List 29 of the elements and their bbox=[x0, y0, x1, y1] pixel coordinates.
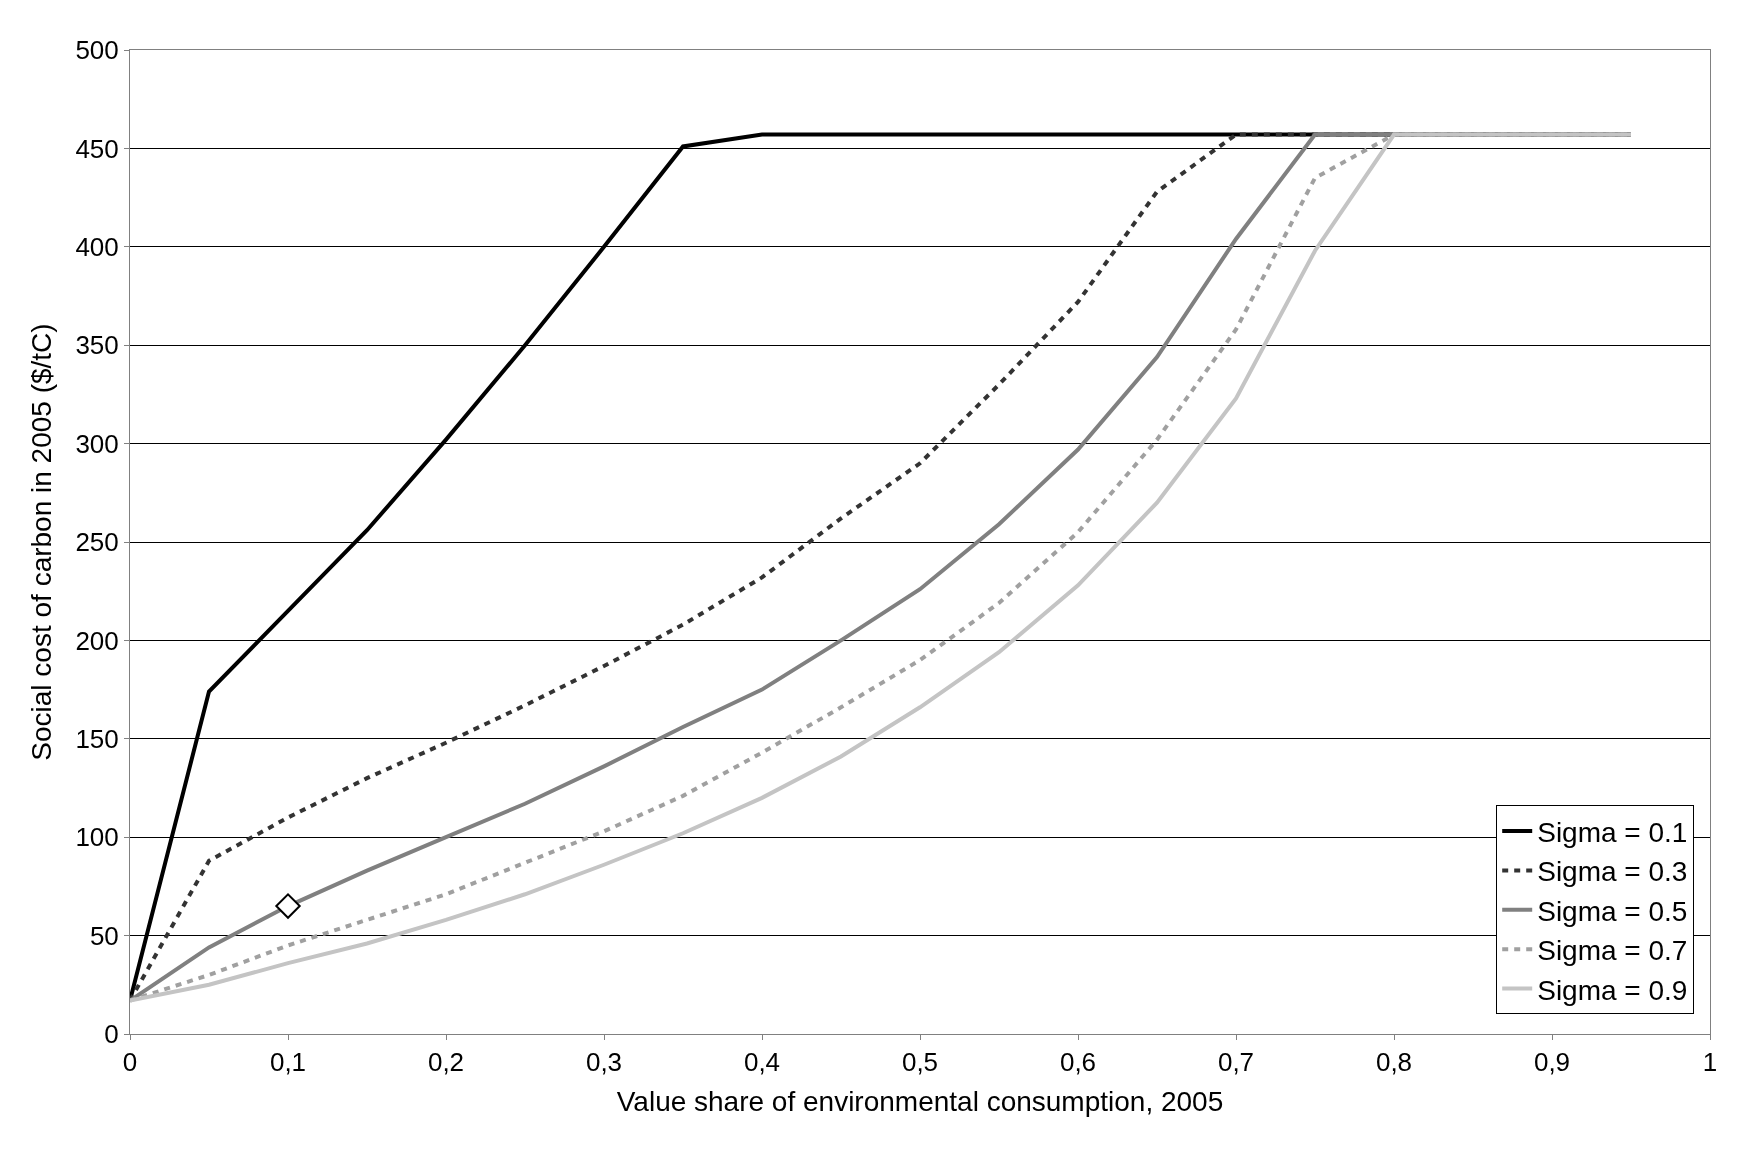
x-tick-label: 0,3 bbox=[585, 1047, 623, 1078]
legend-label: Sigma = 0.7 bbox=[1537, 935, 1688, 967]
x-tick-label: 0,2 bbox=[427, 1047, 465, 1078]
x-tick-label: 0,6 bbox=[1059, 1047, 1097, 1078]
x-tick-label: 0,8 bbox=[1375, 1047, 1413, 1078]
x-tick-label: 0,7 bbox=[1217, 1047, 1255, 1078]
y-tick-label: 300 bbox=[75, 428, 119, 459]
y-tick-label: 250 bbox=[75, 527, 119, 558]
y-tick-label: 450 bbox=[75, 133, 119, 164]
x-tick-label: 0,5 bbox=[901, 1047, 939, 1078]
y-tick-label: 150 bbox=[75, 723, 119, 754]
x-tick-label: 0,1 bbox=[269, 1047, 307, 1078]
y-tick-label: 100 bbox=[75, 822, 119, 853]
legend-label: Sigma = 0.1 bbox=[1537, 816, 1688, 848]
y-axis-title: Social cost of carbon in 2005 ($/tC) bbox=[26, 323, 58, 761]
y-tick-label: 50 bbox=[89, 920, 119, 951]
y-tick-label: 350 bbox=[75, 330, 119, 361]
x-tick-label: 0,9 bbox=[1533, 1047, 1571, 1078]
y-tick-label: 400 bbox=[75, 231, 119, 262]
y-tick-label: 200 bbox=[75, 625, 119, 656]
x-tick-label: 0,4 bbox=[743, 1047, 781, 1078]
legend-label: Sigma = 0.9 bbox=[1537, 974, 1688, 1006]
y-tick-label: 0 bbox=[104, 1019, 119, 1050]
y-tick-label: 500 bbox=[75, 35, 119, 66]
x-tick-label: 1 bbox=[1702, 1047, 1718, 1078]
legend-label: Sigma = 0.5 bbox=[1537, 895, 1688, 927]
x-tick-label: 0 bbox=[122, 1047, 138, 1078]
x-axis-title: Value share of environmental consumption, 2005 bbox=[616, 1086, 1224, 1118]
legend-label: Sigma = 0.3 bbox=[1537, 856, 1688, 888]
